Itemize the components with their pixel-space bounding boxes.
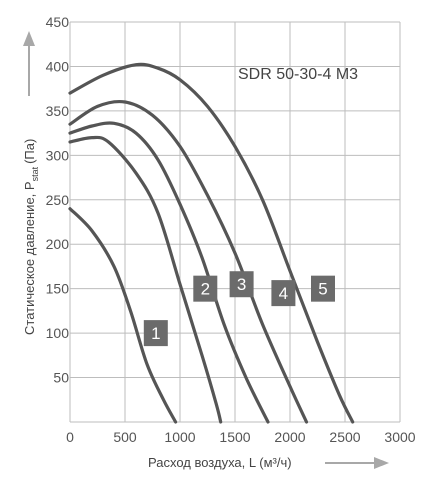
grid-lines [69,21,401,423]
x-axis-ticks: 0 500 1000 1500 2000 2500 3000 [66,429,416,445]
curve-label-box-5 [311,275,335,302]
y-axis-title-unit: (Па) [22,139,37,164]
x-tick-label: 2500 [329,429,360,445]
y-tick-label: 150 [46,281,70,297]
y-tick-label: 50 [53,370,69,386]
curve-labels: 1 2 3 4 5 [143,271,335,347]
model-title: SDR 50-30-4 M3 [238,66,358,83]
x-tick-label: 1500 [219,429,250,445]
x-axis-title: Расход воздуха, L (м³/ч) [148,455,292,470]
curve-label-4: 4 [279,284,288,303]
x-tick-label: 1000 [164,429,195,445]
y-axis-title-main: Статическое давление, P [22,181,37,335]
y-tick-label: 100 [46,325,70,341]
y-tick-label: 350 [46,103,70,119]
x-tick-label: 0 [66,429,74,445]
curve-5 [68,62,355,424]
curve-label-1: 1 [151,324,160,343]
curve-3 [68,121,270,424]
y-tick-label: 450 [46,14,70,30]
y-axis-title: Статическое давление, Pstat (Па) [22,139,40,335]
curve-label-box-3 [229,271,254,298]
curve-4 [68,99,309,424]
y-tick-label: 400 [46,58,70,74]
y-axis-ticks: 50 100 150 200 250 300 350 400 450 [46,14,70,386]
x-axis-arrow [325,457,389,469]
y-axis-arrow [23,31,35,96]
curve-label-box-1 [143,320,168,347]
curve-label-5: 5 [318,280,327,299]
x-tick-label: 3000 [384,429,415,445]
y-tick-label: 200 [46,236,70,252]
curve-label-box-2 [193,275,218,302]
y-tick-label: 250 [46,192,70,208]
curve-2 [68,135,223,424]
y-axis-title-subscript: stat [30,166,40,181]
curve-1 [68,207,178,424]
curve-label-2: 2 [201,280,210,299]
performance-curves [68,62,355,424]
y-tick-label: 300 [46,147,70,163]
curve-label-box-4 [271,280,296,307]
x-tick-label: 2000 [274,429,305,445]
x-tick-label: 500 [113,429,137,445]
curve-label-3: 3 [237,275,246,294]
